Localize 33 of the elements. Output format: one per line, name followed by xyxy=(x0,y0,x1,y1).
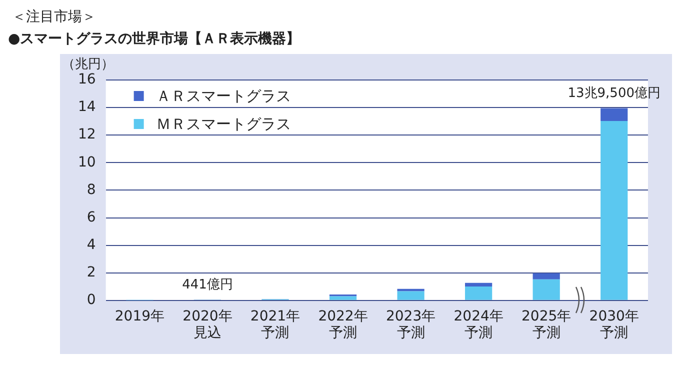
x-tick-label: 2022年予測 xyxy=(318,308,368,342)
y-tick-label: 2 xyxy=(86,264,96,280)
bar xyxy=(465,282,492,286)
x-tick-label: 2023年予測 xyxy=(386,308,436,342)
x-tick-label: 2025年予測 xyxy=(522,308,572,342)
y-tick-label: 10 xyxy=(78,154,96,170)
bar xyxy=(600,121,628,300)
chart-title: ＜注目市場＞ xyxy=(12,8,97,26)
y-tick-label: 6 xyxy=(86,209,96,226)
x-tick-label: 2019年 xyxy=(114,308,165,324)
y-tick-label: 12 xyxy=(78,126,96,143)
y-tick-label: 14 xyxy=(78,99,96,116)
legend-label: ＭＲスマートグラス xyxy=(156,114,291,133)
bar xyxy=(600,108,628,122)
bar xyxy=(532,279,560,300)
legend-label: ＡＲスマートグラス xyxy=(156,86,291,105)
chart-subtitle: ●スマートグラスの世界市場【ＡＲ表示機器】 xyxy=(8,30,302,48)
y-tick-label: 16 xyxy=(78,72,96,88)
annotation: 13兆9,500億円 xyxy=(568,86,660,102)
y-tick-label: 8 xyxy=(86,182,96,198)
annotation: 441億円 xyxy=(182,278,233,293)
x-tick-label: 2030年予測 xyxy=(589,308,639,342)
bar xyxy=(532,273,560,280)
bar xyxy=(397,288,424,292)
y-tick-label: 0 xyxy=(86,292,96,308)
x-tick-label: 2024年予測 xyxy=(454,308,504,342)
y-tick-label: 4 xyxy=(86,236,96,253)
y-axis-title: （兆円） xyxy=(62,56,114,72)
bar xyxy=(465,286,492,300)
bar xyxy=(329,296,357,300)
x-tick-label: 2020年見込 xyxy=(182,308,232,342)
bar xyxy=(397,291,424,300)
x-tick-label: 2021年予測 xyxy=(250,308,300,342)
